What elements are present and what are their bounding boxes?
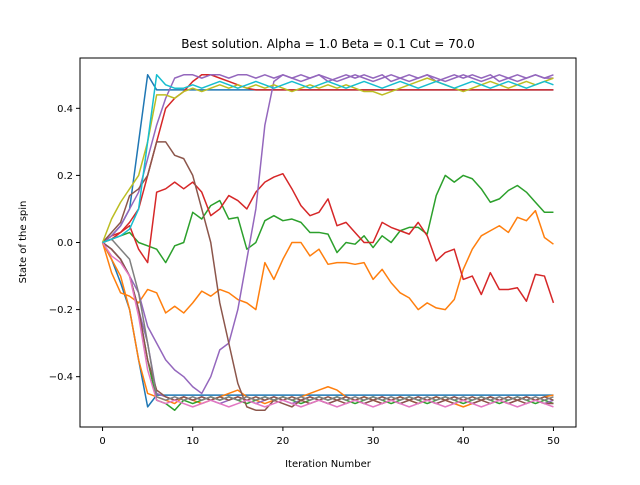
series-layer [101, 74, 555, 411]
x-tick-label: 30 [367, 436, 380, 447]
x-tick-label: 20 [277, 436, 290, 447]
series-line-5 [102, 174, 554, 264]
x-tick-label: 10 [186, 436, 199, 447]
y-axis-label: State of the spin [18, 201, 29, 284]
series-line-3 [101, 209, 554, 314]
x-tick-label: 50 [547, 436, 560, 447]
series-line-7 [102, 172, 555, 304]
x-tick-label: 0 [99, 436, 105, 447]
y-tick-label: −0.2 [49, 305, 73, 316]
plot-area-frame [79, 57, 577, 428]
series-line-16 [101, 77, 554, 243]
x-axis-label: Iteration Number [285, 459, 372, 470]
series-line-13 [102, 241, 554, 401]
y-tick-label: 0.2 [57, 171, 73, 182]
ticks-layer: 0 10 20 30 40 50 −0.4 −0.2 0.0 0.2 0.4 [49, 104, 560, 447]
y-tick-label: 0.4 [57, 104, 73, 115]
x-tick-label: 40 [457, 436, 470, 447]
y-tick-label: −0.4 [49, 372, 73, 383]
series-line-14 [101, 242, 554, 408]
series-line-2 [101, 242, 554, 408]
y-tick-label: 0.0 [57, 238, 73, 249]
series-line-15 [102, 238, 554, 401]
series-line-17 [102, 74, 554, 244]
series-line-10 [102, 74, 554, 244]
chart-title: Best solution. Alpha = 1.0 Beta = 0.1 Cu… [181, 37, 475, 51]
